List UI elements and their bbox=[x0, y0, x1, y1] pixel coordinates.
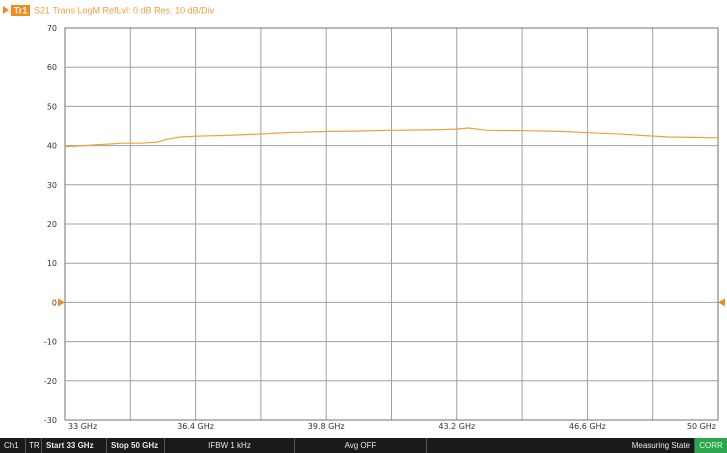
y-tick-label: -10 bbox=[44, 338, 57, 347]
trace-active-arrow-icon bbox=[3, 6, 9, 14]
y-tick-label: 70 bbox=[47, 24, 57, 33]
y-tick-label: 30 bbox=[47, 181, 57, 190]
status-averaging[interactable]: Avg OFF bbox=[295, 438, 427, 453]
x-tick-label: 43.2 GHz bbox=[438, 422, 475, 431]
grid-lines bbox=[64, 27, 719, 421]
ref-level-right-marker-icon[interactable] bbox=[718, 298, 725, 307]
y-tick-label: -30 bbox=[44, 416, 57, 425]
s21-trace-line bbox=[64, 127, 719, 148]
chart-area: Tr1 S21 Trans LogM RefLvl: 0 dB Res: 10 … bbox=[0, 0, 727, 438]
status-channel[interactable]: Ch1 bbox=[0, 438, 26, 453]
x-tick-label: 33 GHz bbox=[68, 422, 97, 431]
y-tick-label: 20 bbox=[47, 220, 57, 229]
y-tick-label: 0 bbox=[52, 298, 57, 307]
status-ifbw[interactable]: IFBW 1 kHz bbox=[165, 438, 295, 453]
status-correction-badge[interactable]: CORR bbox=[695, 438, 727, 453]
y-tick-label: 60 bbox=[47, 63, 57, 72]
y-tick-labels: 70 60 50 40 30 20 10 0 -10 -20 -30 bbox=[44, 24, 57, 425]
y-tick-label: 50 bbox=[47, 102, 57, 111]
status-measuring-state: Measuring State bbox=[427, 438, 695, 453]
trace-layer bbox=[64, 127, 719, 148]
x-tick-label: 50 GHz bbox=[687, 422, 716, 431]
y-tick-label: 40 bbox=[47, 142, 57, 151]
status-stop-frequency[interactable]: Stop 50 GHz bbox=[107, 438, 165, 453]
x-tick-label: 36.4 GHz bbox=[177, 422, 214, 431]
s21-chart: Tr1 S21 Trans LogM RefLvl: 0 dB Res: 10 … bbox=[0, 0, 727, 438]
trace-header-text: S21 Trans LogM RefLvl: 0 dB Res: 10 dB/D… bbox=[34, 6, 215, 16]
plot-frame bbox=[64, 27, 719, 421]
x-tick-label: 39.8 GHz bbox=[308, 422, 345, 431]
trace-marker-label: Tr1 bbox=[14, 6, 28, 16]
status-bar: Ch1 TR Start 33 GHz Stop 50 GHz IFBW 1 k… bbox=[0, 438, 727, 453]
x-tick-labels: 33 GHz 36.4 GHz 39.8 GHz 43.2 GHz 46.6 GHz 50… bbox=[68, 422, 716, 431]
status-trace[interactable]: TR bbox=[26, 438, 42, 453]
ref-level-left-marker-icon[interactable] bbox=[58, 298, 65, 307]
trace-marker-badge[interactable] bbox=[11, 5, 30, 16]
status-start-frequency[interactable]: Start 33 GHz bbox=[42, 438, 107, 453]
y-tick-label: -20 bbox=[44, 377, 57, 386]
x-tick-label: 46.6 GHz bbox=[569, 422, 606, 431]
chart-background bbox=[0, 0, 727, 438]
y-tick-label: 10 bbox=[47, 259, 57, 268]
